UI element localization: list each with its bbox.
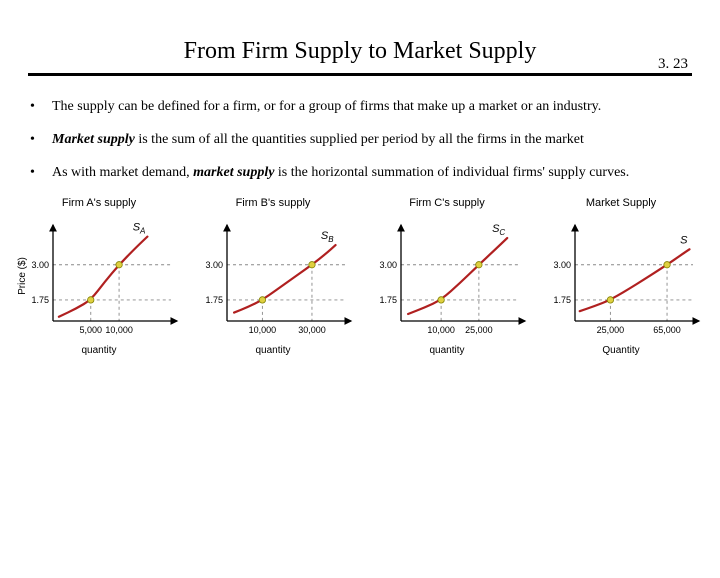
supply-curve: [408, 238, 507, 314]
bullet-list: •The supply can be defined for a firm, o…: [30, 98, 690, 183]
svg-text:SC: SC: [492, 223, 505, 237]
svg-text:3.00: 3.00: [31, 259, 49, 269]
chart-title: Market Supply: [537, 197, 705, 209]
svg-text:3.00: 3.00: [205, 259, 223, 269]
svg-text:65,000: 65,000: [653, 325, 681, 335]
chart-panel: Firm A's supply 1.75 3.00 5,00010,000 SA Pric…: [15, 197, 183, 356]
bullet-text: Market supply is the sum of all the quan…: [52, 131, 690, 150]
bullet-item: •As with market demand, market supply is…: [30, 164, 690, 183]
chart-title: Firm C's supply: [363, 197, 531, 209]
svg-text:10,000: 10,000: [249, 325, 277, 335]
data-marker: [309, 261, 315, 267]
x-axis-label: quantity: [363, 345, 531, 356]
svg-text:Price ($): Price ($): [17, 257, 28, 295]
svg-text:SA: SA: [133, 221, 146, 235]
page-title: From Firm Supply to Market Supply: [0, 38, 720, 65]
svg-text:1.75: 1.75: [379, 295, 397, 305]
svg-text:5,000: 5,000: [79, 325, 102, 335]
data-marker: [116, 261, 122, 267]
chart-svg: 1.75 3.00 10,000 25,000 SC: [363, 213, 531, 343]
bullet-marker: •: [30, 164, 52, 183]
chart-title: Firm A's supply: [15, 197, 183, 209]
supply-curve: [59, 236, 147, 316]
bullet-item: •The supply can be defined for a firm, o…: [30, 98, 690, 117]
chart-panel: Firm B's supply 1.75 3.00 10,000 30,000 SB qua…: [189, 197, 357, 356]
supply-curve: [234, 245, 335, 313]
svg-text:10,000: 10,000: [105, 325, 133, 335]
chart-panel: Firm C's supply 1.75 3.00 10,000 25,000 SC qua…: [363, 197, 531, 356]
data-marker: [476, 261, 482, 267]
svg-text:25,000: 25,000: [465, 325, 493, 335]
data-marker: [259, 296, 265, 302]
svg-text:30,000: 30,000: [298, 325, 326, 335]
title-rule: [28, 73, 692, 76]
bullet-text: The supply can be defined for a firm, or…: [52, 98, 690, 117]
svg-text:3.00: 3.00: [553, 259, 571, 269]
svg-text:1.75: 1.75: [205, 295, 223, 305]
svg-text:25,000: 25,000: [597, 325, 625, 335]
svg-text:S: S: [680, 234, 688, 246]
data-marker: [607, 296, 613, 302]
data-marker: [664, 261, 670, 267]
chart-svg: 1.75 3.00 25,000 65,000 S: [537, 213, 705, 343]
bullet-marker: •: [30, 131, 52, 150]
bullet-text: As with market demand, market supply is …: [52, 164, 690, 183]
svg-text:SB: SB: [321, 230, 334, 244]
svg-text:1.75: 1.75: [31, 295, 49, 305]
data-marker: [438, 296, 444, 302]
svg-text:3.00: 3.00: [379, 259, 397, 269]
svg-text:10,000: 10,000: [427, 325, 455, 335]
supply-curve: [580, 249, 690, 311]
page-number: 3. 23: [658, 56, 688, 73]
chart-title: Firm B's supply: [189, 197, 357, 209]
svg-text:1.75: 1.75: [553, 295, 571, 305]
x-axis-label: Quantity: [537, 345, 705, 356]
charts-row: Firm A's supply1.753.005,00010,000SAPric…: [0, 197, 720, 356]
chart-svg: 1.75 3.00 10,000 30,000 SB: [189, 213, 357, 343]
x-axis-label: quantity: [189, 345, 357, 356]
x-axis-label: quantity: [15, 345, 183, 356]
bullet-marker: •: [30, 98, 52, 117]
data-marker: [88, 296, 94, 302]
chart-svg: 1.75 3.00 5,00010,000 SA Price ($): [15, 213, 183, 343]
bullet-item: •Market supply is the sum of all the qua…: [30, 131, 690, 150]
chart-panel: Market Supply 1.75 3.00 25,000 65,000 S Quanti…: [537, 197, 705, 356]
